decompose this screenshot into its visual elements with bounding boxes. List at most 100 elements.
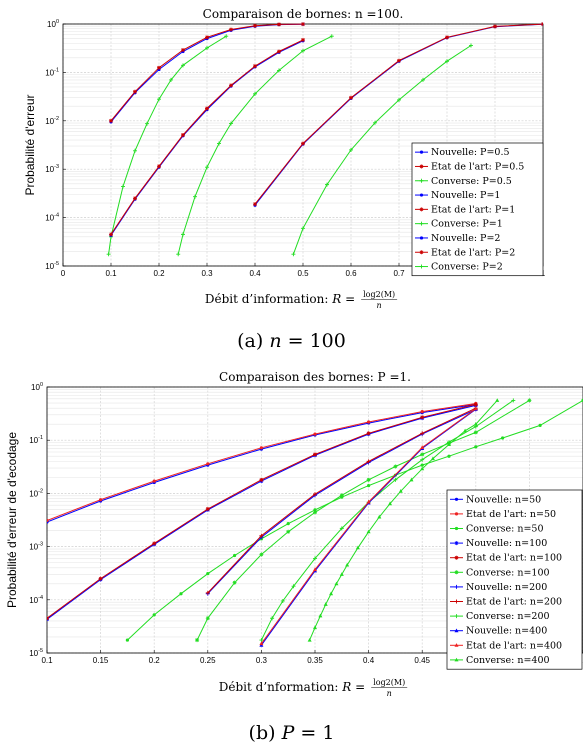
data-point: [259, 641, 264, 646]
data-point: [454, 512, 459, 516]
x-tick-label: 0.1: [105, 269, 117, 278]
data-point: [419, 207, 424, 212]
data-point: [419, 193, 424, 197]
series-line: [309, 400, 498, 641]
data-point: [259, 477, 264, 482]
data-point: [277, 49, 281, 54]
data-point: [445, 59, 449, 64]
data-point: [473, 402, 478, 407]
legend-entry: Converse: n=200: [466, 611, 550, 622]
y-tick-exponent: -4: [54, 213, 59, 219]
series-line: [260, 399, 514, 641]
data-point: [397, 97, 401, 102]
y-tick-exponent: -3: [54, 164, 59, 170]
data-point: [301, 226, 305, 231]
data-point: [454, 643, 459, 647]
data-point: [217, 141, 221, 146]
data-point: [419, 250, 424, 255]
y-tick-label: 10-4: [45, 213, 59, 223]
data-point: [47, 518, 49, 523]
data-point: [393, 464, 398, 469]
data-point: [366, 459, 371, 464]
data-point: [334, 581, 339, 586]
data-point: [501, 436, 505, 440]
data-point: [420, 452, 425, 457]
data-point: [157, 97, 161, 102]
y-tick-exponent: -4: [38, 595, 43, 601]
data-point: [397, 58, 401, 63]
x-tick-label: 0.5: [297, 269, 309, 278]
data-point: [313, 492, 317, 497]
data-point: [181, 132, 185, 137]
y-tick-label: 10-2: [45, 116, 59, 126]
series-line: [108, 35, 227, 255]
data-point: [454, 584, 459, 589]
data-point: [527, 398, 532, 403]
data-point: [133, 196, 137, 201]
y-tick-exponent: 0: [40, 382, 43, 388]
legend-entry: Converse: n=50: [466, 524, 544, 535]
data-point: [454, 614, 459, 619]
data-point: [366, 431, 371, 436]
data-point: [229, 27, 233, 32]
x-axis-label-lhs: R =: [341, 680, 365, 694]
data-point: [98, 576, 103, 581]
data-point: [233, 553, 237, 558]
x-axis-label-text: Débit d’information: R =: [205, 292, 355, 306]
data-point: [277, 22, 281, 27]
x-tick-label: 0: [61, 269, 66, 278]
y-tick-exponent: 0: [56, 19, 59, 25]
data-point: [145, 121, 149, 126]
chart-title: Comparaison de bornes: n =100.: [203, 7, 404, 21]
y-tick-exponent: -5: [38, 648, 43, 654]
caption-a-prefix: (a): [237, 330, 270, 352]
caption-b-value: = 1: [294, 722, 335, 744]
caption-b: (b) P = 1: [0, 722, 583, 744]
data-point: [125, 638, 129, 642]
x-tick-label: 0.4: [363, 656, 375, 665]
data-point: [206, 572, 210, 576]
y-tick-label: 100: [47, 19, 59, 29]
data-point: [377, 514, 382, 519]
data-point: [538, 423, 542, 427]
x-tick-label: 0.3: [201, 269, 213, 278]
data-point: [469, 43, 473, 48]
data-point: [454, 541, 459, 546]
data-point: [339, 493, 344, 498]
legend-entry: Converse: n=100: [466, 567, 550, 578]
data-point: [313, 567, 317, 572]
data-point: [229, 121, 233, 126]
data-point: [511, 398, 516, 403]
data-point: [325, 182, 329, 187]
x-axis-label-denominator: n: [377, 301, 382, 310]
data-point: [420, 409, 424, 414]
data-point: [419, 236, 424, 240]
data-point: [473, 430, 478, 435]
x-axis-label: Débit d’information: R = log2(M) n: [205, 290, 398, 310]
data-point: [152, 479, 156, 483]
chart-1: 00.10.20.30.40.50.60.70.80.9110-510-410-…: [23, 7, 546, 310]
data-point: [454, 599, 459, 604]
data-point: [421, 77, 425, 82]
y-tick-label: 100: [31, 382, 43, 392]
data-point: [366, 499, 371, 504]
data-point: [157, 164, 161, 169]
y-tick-exponent: -2: [54, 116, 59, 122]
data-point: [388, 501, 393, 506]
legend-entry: Nouvelle: n=400: [466, 626, 547, 637]
data-point: [47, 616, 49, 621]
data-point: [307, 637, 312, 642]
data-point: [179, 592, 183, 596]
data-point: [367, 420, 371, 424]
data-point: [253, 202, 257, 207]
data-point: [454, 570, 459, 575]
data-point: [454, 526, 459, 531]
y-axis-label: Probabilité d'erreur de d'ecodage: [5, 432, 19, 608]
data-point: [301, 22, 305, 27]
data-point: [133, 89, 137, 94]
data-point: [339, 526, 344, 531]
legend: Nouvelle: P=0.5 Etat de l'art: P=0.5 Conve…: [411, 142, 544, 277]
data-point: [445, 35, 449, 40]
data-point: [205, 165, 209, 170]
data-point: [473, 421, 478, 426]
